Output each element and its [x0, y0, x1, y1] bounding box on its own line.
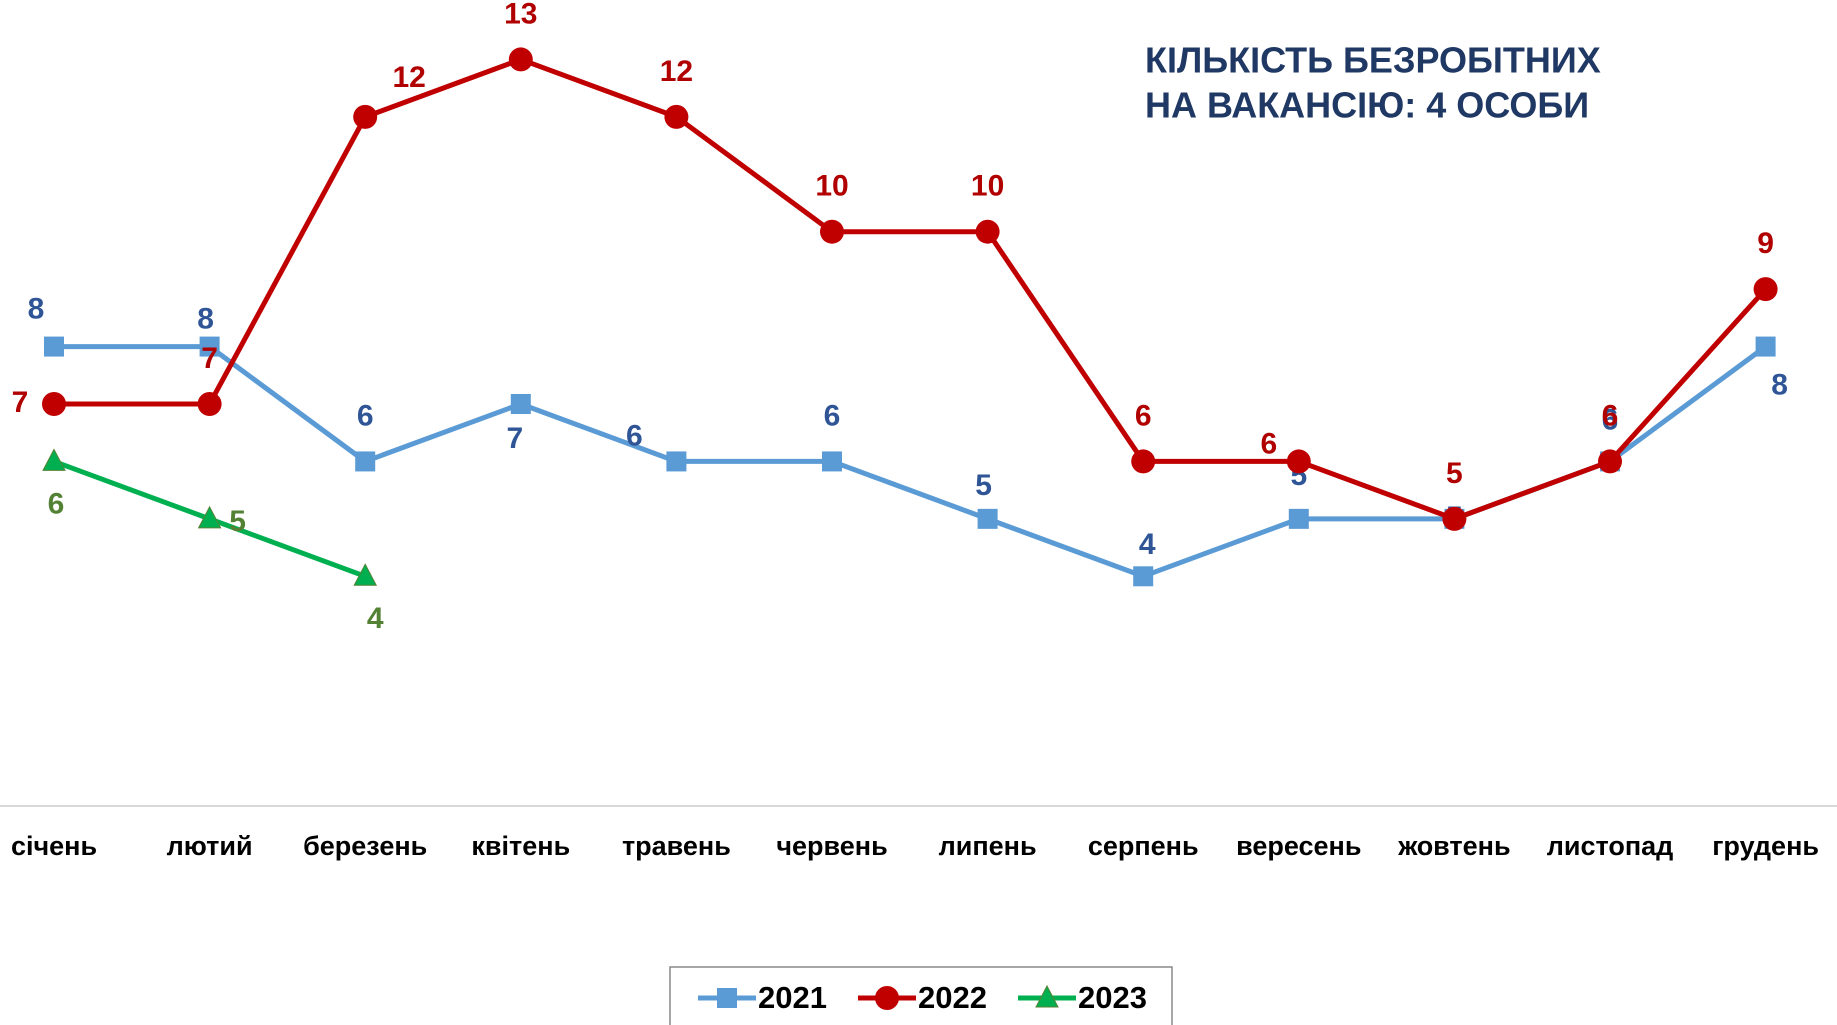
data-label: 9	[1757, 227, 1774, 260]
marker	[353, 563, 378, 586]
data-label: 8	[28, 292, 45, 325]
x-tick-label: січень	[11, 831, 97, 861]
data-label: 7	[506, 422, 523, 455]
data-label: 8	[197, 302, 214, 335]
marker	[510, 394, 531, 414]
data-label: 6	[824, 399, 841, 432]
data-label: 12	[393, 61, 426, 94]
x-tick-label: червень	[776, 831, 887, 861]
legend-label: 2023	[1078, 980, 1147, 1015]
marker	[1288, 508, 1309, 529]
data-label: 6	[48, 487, 65, 520]
marker	[1133, 566, 1154, 587]
x-tick-label: серпень	[1088, 831, 1199, 861]
data-label: 4	[1139, 528, 1156, 561]
chart-title: НА ВАКАНСІЮ: 4 ОСОБИ	[1145, 85, 1589, 126]
marker	[820, 219, 844, 244]
data-label: 7	[201, 342, 218, 375]
chart-title: КІЛЬКІСТЬ БЕЗРОБІТНИХ	[1145, 40, 1601, 81]
marker	[197, 392, 222, 416]
data-label: 6	[357, 399, 374, 432]
data-label: 6	[1135, 399, 1152, 432]
legend-marker	[875, 986, 899, 1010]
marker	[1131, 449, 1156, 474]
x-tick-label: листопад	[1547, 831, 1674, 861]
data-label: 5	[1446, 457, 1463, 490]
legend-label: 2022	[918, 980, 987, 1015]
data-label: 4	[367, 602, 384, 635]
marker	[199, 336, 220, 357]
marker	[664, 104, 689, 129]
data-label: 7	[12, 386, 29, 419]
data-label: 6	[1602, 403, 1619, 436]
marker	[508, 47, 533, 72]
marker	[197, 505, 222, 529]
data-label: 5	[229, 505, 246, 538]
data-label: 10	[815, 170, 848, 203]
data-label: 8	[1771, 368, 1788, 401]
x-tick-label: травень	[622, 831, 731, 861]
legend-label: 2021	[758, 980, 827, 1015]
data-label: 6	[1602, 399, 1619, 432]
x-tick-label: березень	[303, 831, 427, 861]
x-tick-label: липень	[939, 831, 1037, 861]
marker	[666, 451, 687, 472]
x-tick-label: жовтень	[1397, 831, 1510, 861]
legend-marker	[1035, 984, 1059, 1008]
x-tick-label: квітень	[471, 831, 570, 861]
marker	[1442, 506, 1467, 531]
marker	[975, 219, 1000, 244]
marker	[42, 392, 66, 416]
marker	[1755, 336, 1776, 357]
data-label: 10	[971, 170, 1004, 203]
marker	[353, 104, 378, 129]
marker	[355, 451, 376, 472]
x-tick-label: вересень	[1236, 831, 1361, 861]
marker	[42, 448, 66, 471]
data-label: 5	[975, 469, 992, 502]
data-label: 13	[504, 0, 537, 30]
x-tick-label: лютий	[167, 831, 253, 861]
marker	[1286, 449, 1311, 474]
data-label: 12	[660, 55, 693, 88]
legend-marker	[717, 988, 737, 1008]
marker	[977, 508, 998, 529]
marker	[44, 336, 64, 357]
data-label: 6	[626, 419, 643, 452]
x-tick-label: грудень	[1712, 831, 1819, 861]
series-line	[54, 344, 1768, 579]
marker	[822, 451, 842, 472]
marker	[1753, 277, 1778, 302]
series-line	[54, 56, 1768, 522]
data-label: 6	[1260, 427, 1277, 460]
marker	[1598, 449, 1622, 474]
